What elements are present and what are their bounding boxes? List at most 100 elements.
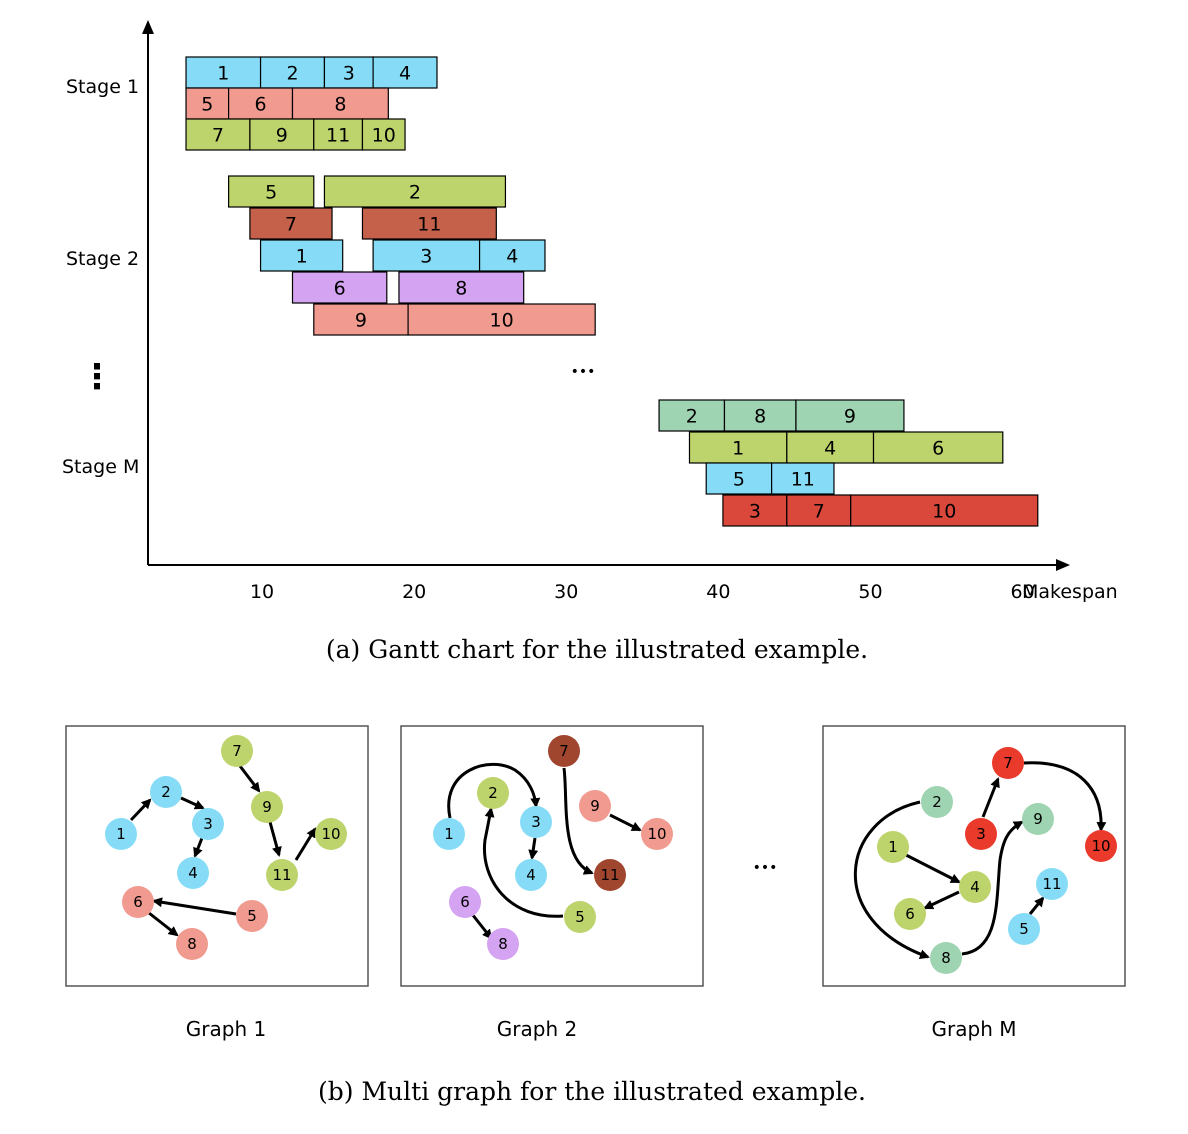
task-bar — [658, 399, 726, 432]
node-label: 5 — [1019, 920, 1029, 938]
task-label: 2 — [409, 182, 421, 204]
node-label: 1 — [444, 825, 454, 843]
edge-9-11 — [268, 821, 282, 857]
edge-7-9 — [238, 765, 261, 793]
graph-node: 3 — [520, 806, 552, 838]
node-label: 4 — [526, 866, 536, 884]
task-bar — [291, 87, 389, 120]
graph-node: 3 — [192, 808, 224, 840]
x-axis-label: Makespan — [1022, 581, 1118, 603]
task-label: 4 — [824, 438, 836, 460]
task-bar — [850, 494, 1039, 527]
task-bar — [259, 239, 344, 272]
graph-node: 11 — [266, 859, 298, 891]
node-label: 7 — [232, 742, 242, 760]
task-label: 5 — [733, 469, 745, 491]
task-bar — [185, 118, 251, 151]
gantt-row: 1 2 3 4 — [185, 56, 438, 89]
graph-m-edges — [853, 761, 1107, 959]
graph-node: 2 — [921, 786, 953, 818]
task-label: 6 — [255, 94, 267, 116]
node-circle — [1036, 868, 1068, 900]
graph-2-frame — [400, 725, 704, 987]
graph-node: 8 — [176, 928, 208, 960]
task-label: 9 — [355, 310, 367, 332]
task-label: 7 — [212, 125, 224, 147]
graph-node: 8 — [487, 928, 519, 960]
stage-label-1: Stage 1 — [66, 76, 139, 98]
node-circle — [251, 791, 283, 823]
graph-node: 4 — [515, 859, 547, 891]
edge-2-8 — [853, 800, 930, 959]
task-label: 11 — [417, 214, 441, 236]
graph-m-frame — [822, 725, 1126, 987]
node-label: 11 — [600, 866, 619, 884]
node-label: 1 — [116, 825, 126, 843]
node-label: 8 — [498, 935, 508, 953]
node-circle — [579, 790, 611, 822]
node-circle — [877, 831, 909, 863]
edge-11-10 — [294, 827, 317, 861]
task-label: 9 — [844, 406, 856, 428]
graph-node: 5 — [564, 901, 596, 933]
task-bar — [786, 494, 852, 527]
node-label: 10 — [1091, 837, 1110, 855]
graph-1-frame — [65, 725, 369, 987]
graph-node: 2 — [477, 777, 509, 809]
edge-5-6 — [152, 897, 237, 916]
edge-9-10 — [609, 813, 642, 832]
task-label: 10 — [372, 125, 396, 147]
graph-1-label: Graph 1 — [186, 1017, 266, 1041]
x-tick-label: 40 — [706, 581, 730, 603]
task-bar — [361, 118, 406, 151]
task-label: 3 — [343, 63, 355, 85]
node-label: 7 — [559, 742, 569, 760]
task-bar — [771, 462, 835, 495]
node-label: 11 — [1042, 875, 1061, 893]
node-circle — [548, 735, 580, 767]
task-label: 2 — [686, 406, 698, 428]
graph-node: 10 — [641, 818, 673, 850]
gantt-row: 7 11 — [249, 207, 497, 240]
edge-1-2 — [129, 798, 152, 822]
graph-node: 9 — [1022, 803, 1054, 835]
graph-1-edges — [129, 765, 317, 937]
node-label: 6 — [133, 893, 143, 911]
node-circle — [105, 818, 137, 850]
node-label: 8 — [187, 935, 197, 953]
node-label: 5 — [247, 907, 257, 925]
gantt-row: 2 8 9 — [658, 399, 905, 432]
stage-label-2: Stage 2 — [66, 248, 139, 270]
multi-graph: 1 2 3 4 5 6 8 7 9 11 10 1 2 3 4 5 6 8 7 11 9 10 2 7 3 10 9 1 4 6 11 5… — [65, 725, 1126, 1106]
edge-1-3 — [447, 762, 541, 819]
task-bar — [228, 175, 315, 208]
task-label: 11 — [791, 469, 815, 491]
edge-7-10 — [1023, 761, 1107, 832]
graph-2-label: Graph 2 — [497, 1017, 577, 1041]
node-circle — [959, 871, 991, 903]
node-label: 3 — [976, 825, 986, 843]
edge-5-2 — [482, 807, 564, 918]
x-tick-label: 60 — [1010, 581, 1034, 603]
vertical-ellipsis: ⋮ — [80, 357, 114, 397]
node-label: 9 — [590, 797, 600, 815]
gantt-row: 5 6 8 — [185, 87, 389, 120]
task-bar — [872, 431, 1004, 464]
task-bar — [249, 207, 333, 240]
task-label: 5 — [201, 94, 213, 116]
node-label: 8 — [941, 949, 951, 967]
graph-node: 11 — [1036, 868, 1068, 900]
gantt-row: 5 11 — [705, 462, 835, 495]
task-bar — [722, 494, 788, 527]
edge-5-11 — [1028, 896, 1045, 915]
node-circle — [236, 900, 268, 932]
node-circle — [641, 818, 673, 850]
gantt-caption: (a) Gantt chart for the illustrated exam… — [326, 635, 868, 664]
task-label: 7 — [813, 501, 825, 523]
node-circle — [515, 859, 547, 891]
task-bar — [786, 431, 875, 464]
node-circle — [477, 777, 509, 809]
x-tick-label: 20 — [402, 581, 426, 603]
node-label: 4 — [970, 878, 980, 896]
